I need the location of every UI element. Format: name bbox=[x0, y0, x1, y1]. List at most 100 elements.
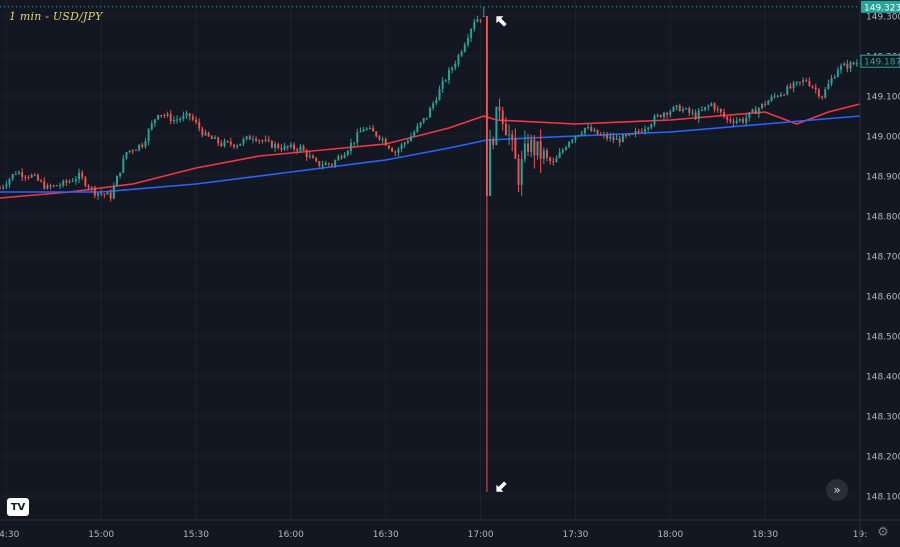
candle-body bbox=[726, 116, 729, 120]
candle-body bbox=[849, 62, 852, 69]
candle-body bbox=[546, 150, 548, 158]
candle-body bbox=[700, 109, 703, 111]
x-tick-label: 18:00 bbox=[657, 530, 683, 540]
scroll-to-realtime-button[interactable]: » bbox=[826, 479, 848, 501]
arrow-pointer-icon bbox=[495, 480, 508, 493]
candle-body bbox=[242, 139, 245, 144]
candle-body bbox=[40, 180, 43, 182]
candle-body bbox=[153, 119, 156, 124]
candle-body bbox=[5, 184, 8, 187]
candle-body bbox=[719, 108, 722, 113]
candle-body bbox=[11, 174, 14, 180]
candle-body bbox=[397, 149, 400, 153]
y-tick-label: 148.800 bbox=[866, 213, 900, 223]
candle-body bbox=[830, 78, 833, 84]
candle-body bbox=[245, 136, 248, 140]
candle-body bbox=[134, 149, 137, 151]
candle-body bbox=[267, 139, 270, 141]
candle-body bbox=[808, 81, 811, 87]
candle-body bbox=[454, 63, 457, 68]
candle-body bbox=[62, 180, 65, 186]
candle-body bbox=[0, 188, 1, 189]
candle-body bbox=[704, 106, 707, 110]
candle-body bbox=[283, 145, 286, 150]
candle-body bbox=[30, 174, 33, 178]
candle-body bbox=[754, 109, 757, 114]
candle-body bbox=[495, 106, 498, 145]
candle-body bbox=[656, 114, 659, 117]
candle-body bbox=[817, 89, 820, 97]
candle-body bbox=[681, 109, 684, 112]
candle-body bbox=[318, 161, 321, 166]
candle-body bbox=[783, 94, 786, 96]
candle-body bbox=[248, 136, 251, 140]
candle-body bbox=[805, 80, 808, 82]
candle-body bbox=[745, 117, 748, 123]
candle-body bbox=[97, 193, 99, 196]
candle-body bbox=[293, 144, 296, 150]
candle-body bbox=[356, 132, 359, 143]
candle-body bbox=[489, 139, 492, 196]
candle-body bbox=[116, 176, 118, 187]
candle-body bbox=[757, 108, 760, 114]
candle-body bbox=[577, 135, 580, 137]
x-tick-label: 18:30 bbox=[752, 530, 778, 540]
candle-body bbox=[277, 143, 280, 149]
y-tick-label: 148.400 bbox=[866, 373, 900, 383]
settings-gear-icon[interactable]: ⚙ bbox=[877, 525, 889, 540]
candle-body bbox=[843, 63, 846, 66]
candle-body bbox=[337, 156, 340, 161]
candle-body bbox=[103, 193, 106, 195]
candle-body bbox=[321, 165, 324, 167]
candle-body bbox=[419, 122, 422, 126]
candle-body bbox=[236, 145, 239, 147]
last-price-tag bbox=[860, 54, 900, 68]
candle-body bbox=[375, 131, 378, 137]
candle-body bbox=[308, 155, 311, 157]
candle-body bbox=[587, 127, 590, 129]
candle-body bbox=[2, 186, 5, 189]
candle-body bbox=[201, 128, 204, 136]
candle-body bbox=[552, 161, 555, 163]
candle-body bbox=[770, 96, 773, 101]
y-tick-label: 149.000 bbox=[866, 133, 900, 143]
candle-body bbox=[239, 143, 242, 146]
candle-body bbox=[504, 123, 507, 136]
candle-body bbox=[707, 105, 710, 107]
candle-body bbox=[833, 76, 836, 79]
candle-body bbox=[583, 127, 586, 134]
candle-body bbox=[87, 185, 90, 188]
candle-body bbox=[71, 181, 74, 183]
candle-body bbox=[827, 83, 830, 90]
candle-body bbox=[637, 131, 640, 133]
candle-body bbox=[470, 29, 473, 38]
candle-body bbox=[119, 172, 122, 177]
y-tick-label: 148.500 bbox=[866, 333, 900, 343]
candle-body bbox=[312, 155, 314, 159]
candle-body bbox=[416, 125, 419, 133]
candle-body bbox=[498, 106, 501, 111]
candle-body bbox=[384, 138, 387, 146]
candle-body bbox=[65, 180, 68, 183]
candle-body bbox=[169, 113, 172, 122]
x-tick-label: 15:30 bbox=[183, 530, 209, 540]
candle-body bbox=[49, 185, 52, 187]
candle-body bbox=[523, 143, 526, 160]
candle-body bbox=[691, 112, 694, 114]
candle-body bbox=[207, 132, 210, 137]
y-tick-label: 149.100 bbox=[866, 93, 900, 103]
candle-body bbox=[27, 177, 30, 179]
candle-body bbox=[264, 139, 267, 141]
candle-body bbox=[672, 106, 675, 112]
candle-body bbox=[492, 139, 495, 145]
candle-body bbox=[432, 103, 435, 108]
candle-body bbox=[24, 176, 27, 178]
candle-body bbox=[723, 112, 726, 117]
candle-body bbox=[353, 142, 356, 144]
candle-body bbox=[678, 105, 681, 112]
high-price-tag bbox=[861, 0, 900, 13]
candle-body bbox=[157, 115, 160, 120]
candle-body bbox=[742, 119, 744, 123]
